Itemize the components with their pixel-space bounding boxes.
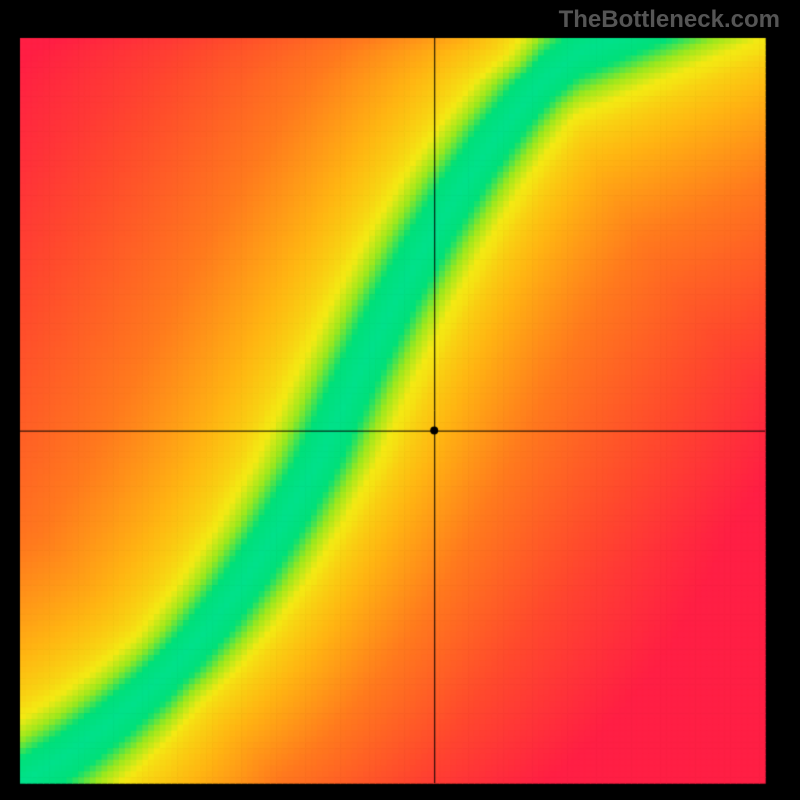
watermark-text: TheBottleneck.com <box>559 6 780 34</box>
chart-container: TheBottleneck.com <box>0 0 800 800</box>
bottleneck-heatmap <box>0 0 800 800</box>
